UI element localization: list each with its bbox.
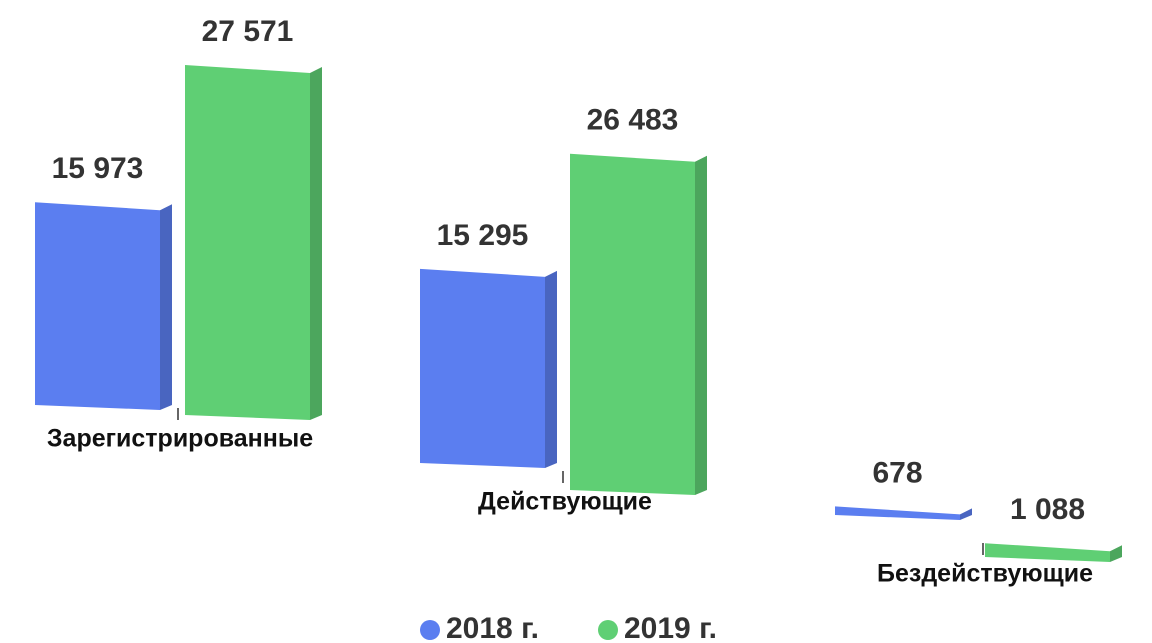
category-label: Бездействующие	[877, 560, 1093, 588]
bar	[420, 268, 545, 468]
value-label: 15 295	[437, 219, 529, 252]
bar	[835, 506, 960, 520]
category-label: Зарегистрированные	[47, 425, 313, 453]
bar-side	[310, 67, 322, 420]
value-label: 678	[872, 456, 922, 489]
bar	[35, 202, 160, 410]
value-label: 26 483	[587, 104, 679, 137]
bar	[985, 543, 1110, 562]
legend-marker	[598, 620, 618, 640]
value-label: 27 571	[202, 15, 294, 48]
bar	[185, 65, 310, 420]
legend-marker	[420, 620, 440, 640]
bar-side	[960, 508, 972, 520]
value-label: 15 973	[52, 152, 144, 185]
legend-label: 2018 г.	[446, 612, 539, 643]
bar	[570, 153, 695, 495]
bar-side	[695, 155, 707, 495]
legend-label: 2019 г.	[624, 612, 717, 643]
bar-side	[545, 270, 557, 468]
bar-side	[1110, 545, 1122, 562]
category-label: Действующие	[478, 488, 652, 516]
bar-side	[160, 204, 172, 410]
value-label: 1 088	[1010, 493, 1085, 526]
